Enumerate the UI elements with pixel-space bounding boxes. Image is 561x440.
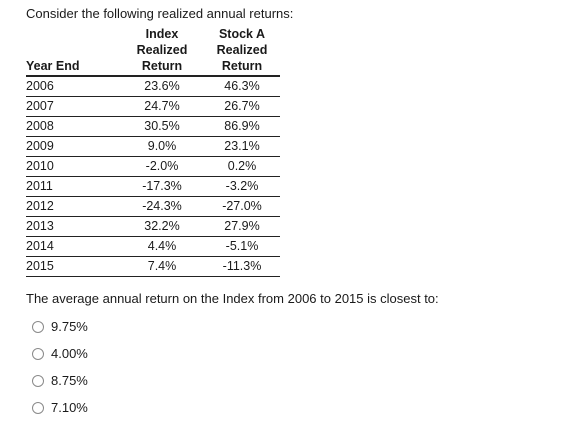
header-stock-a-return: Stock A Realized Return: [212, 26, 280, 77]
header-year-label: Year End: [26, 59, 80, 73]
table-row: 2010 -2.0% 0.2%: [26, 156, 280, 177]
cell-year: 2012: [26, 196, 112, 217]
table-row: 2007 24.7% 26.7%: [26, 96, 280, 117]
cell-index-return: -24.3%: [112, 196, 212, 217]
cell-stock-return: -3.2%: [212, 176, 280, 197]
cell-stock-return: -5.1%: [212, 236, 280, 257]
header-index-line2: Realized: [136, 43, 188, 57]
header-year-end: Year End: [26, 26, 112, 77]
header-index-return: Index Realized Return: [112, 26, 212, 77]
cell-index-return: 9.0%: [112, 136, 212, 157]
table-row: 2006 23.6% 46.3%: [26, 76, 280, 97]
radio-button[interactable]: [32, 347, 44, 360]
cell-stock-return: -11.3%: [212, 256, 280, 277]
header-index-line3: Return: [141, 59, 183, 73]
cell-index-return: 32.2%: [112, 216, 212, 237]
question-text: The average annual return on the Index f…: [26, 291, 439, 306]
returns-table: Year End Index Realized Return Stock A R…: [26, 26, 280, 277]
cell-stock-return: 26.7%: [212, 96, 280, 117]
cell-year: 2010: [26, 156, 112, 177]
cell-index-return: 24.7%: [112, 96, 212, 117]
table-row: 2012 -24.3% -27.0%: [26, 196, 280, 217]
answer-option-1[interactable]: 9.75%: [32, 313, 88, 340]
header-index-line1: Index: [145, 27, 179, 41]
cell-stock-return: 27.9%: [212, 216, 280, 237]
table-row: 2015 7.4% -11.3%: [26, 256, 280, 277]
cell-stock-return: 46.3%: [212, 76, 280, 97]
intro-text: Consider the following realized annual r…: [26, 6, 294, 21]
cell-year: 2007: [26, 96, 112, 117]
answer-option-4[interactable]: 7.10%: [32, 394, 88, 421]
cell-year: 2013: [26, 216, 112, 237]
table-header-row: Year End Index Realized Return Stock A R…: [26, 26, 280, 77]
cell-index-return: 4.4%: [112, 236, 212, 257]
cell-stock-return: 23.1%: [212, 136, 280, 157]
cell-stock-return: 86.9%: [212, 116, 280, 137]
cell-year: 2008: [26, 116, 112, 137]
option-label: 7.10%: [51, 400, 88, 415]
radio-button[interactable]: [32, 320, 44, 333]
table-row: 2013 32.2% 27.9%: [26, 216, 280, 237]
header-stock-line3: Return: [221, 59, 263, 73]
option-label: 8.75%: [51, 373, 88, 388]
option-label: 9.75%: [51, 319, 88, 334]
cell-index-return: 23.6%: [112, 76, 212, 97]
table-row: 2014 4.4% -5.1%: [26, 236, 280, 257]
table-row: 2011 -17.3% -3.2%: [26, 176, 280, 197]
cell-stock-return: -27.0%: [212, 196, 280, 217]
cell-index-return: 30.5%: [112, 116, 212, 137]
cell-year: 2015: [26, 256, 112, 277]
cell-index-return: -17.3%: [112, 176, 212, 197]
cell-year: 2014: [26, 236, 112, 257]
answer-options: 9.75% 4.00% 8.75% 7.10%: [32, 313, 88, 421]
header-stock-line2: Realized: [216, 43, 268, 57]
header-stock-line1: Stock A: [218, 27, 266, 41]
radio-button[interactable]: [32, 374, 44, 387]
cell-year: 2006: [26, 76, 112, 97]
cell-year: 2009: [26, 136, 112, 157]
cell-index-return: 7.4%: [112, 256, 212, 277]
answer-option-2[interactable]: 4.00%: [32, 340, 88, 367]
cell-index-return: -2.0%: [112, 156, 212, 177]
option-label: 4.00%: [51, 346, 88, 361]
radio-button[interactable]: [32, 401, 44, 414]
answer-option-3[interactable]: 8.75%: [32, 367, 88, 394]
table-row: 2009 9.0% 23.1%: [26, 136, 280, 157]
cell-stock-return: 0.2%: [212, 156, 280, 177]
table-row: 2008 30.5% 86.9%: [26, 116, 280, 137]
cell-year: 2011: [26, 176, 112, 197]
